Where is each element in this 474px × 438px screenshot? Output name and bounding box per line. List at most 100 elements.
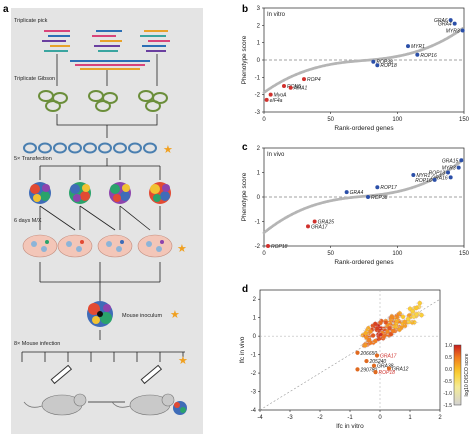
gene-label: GRA38 [377,364,394,370]
y-tick-label: 1 [257,41,261,47]
gene-point [414,312,419,317]
gene-label: MYR1 [411,44,425,50]
highlight-point [312,219,317,224]
highlight-point [406,44,410,49]
x-tick-label: 0 [262,117,266,123]
y-tick-label: -2 [251,371,257,377]
gene-label: eIF4a [270,98,283,104]
gene-label: MYR1 [416,173,430,179]
y-tick-label: -2 [255,244,261,250]
gene-label: ROP18 [379,370,396,376]
labelled-point [371,363,377,368]
colorbar-tick-label: 1.0 [445,343,452,349]
mouse-inoculum-cluster [87,301,113,327]
gene-label: ROP13 [429,171,446,177]
gene-label: ROP16 [415,178,432,184]
gene-point [368,329,373,334]
gene-label: GRA25 [318,220,335,226]
gene-label: AMA1 [293,86,308,92]
gene-label: GRA17 [380,354,397,360]
highlight-point [264,97,269,102]
host-cell-monolayers [22,234,173,258]
fragment-set-right [140,30,170,52]
highlight-point [266,244,270,248]
y-tick-label: -3 [255,110,261,116]
y-tick-label: -2 [255,93,261,99]
labelled-point [386,366,392,371]
panel-label-b: b [242,4,248,15]
recovered-parasite-cluster [173,401,187,415]
y-tick-label: 0 [253,334,257,340]
y-tick-label: -4 [251,408,257,414]
panel-label-a: a [3,4,9,15]
labelled-point [355,350,360,355]
x-tick-label: 150 [459,251,470,257]
highlight-point [344,190,349,195]
highlight-point [452,21,457,26]
gene-point [389,314,395,320]
y-tick-label: 3 [257,6,261,12]
gene-label: MyoA [274,93,287,99]
gene-point [405,316,411,322]
inset-title: In vivo [267,152,285,158]
gene-point [373,338,378,344]
gene-point [366,337,372,343]
highlight-point [375,63,380,68]
gene-point [387,326,392,331]
gene-point [375,326,380,331]
labelled-point [364,358,369,364]
x-axis-label: Rank-ordered genes [334,125,394,132]
gene-label: GRA17 [311,224,328,230]
gene-point [364,335,369,340]
y-tick-label: 2 [253,297,257,303]
gene-point [402,319,407,325]
star-icon-infection: ★ [178,355,188,367]
y-tick-label: 0 [257,58,261,64]
gene-label: GRA12 [392,366,409,372]
highlight-point [411,172,416,177]
gene-label: GRA6 [434,18,448,24]
x-tick-label: 150 [459,117,470,123]
panel-label-d: d [242,284,248,295]
y-tick-label: -1 [255,75,261,81]
x-tick-label: 2 [438,415,442,421]
gene-point [410,308,415,314]
y-axis-label: Phenotype score [241,172,248,221]
y-tick-label: 1 [257,171,261,177]
highlight-point [306,224,310,229]
gene-point [388,331,394,337]
colorbar [453,344,462,406]
highlight-point [371,59,376,64]
x-tick-label: 100 [392,251,403,257]
gene-label: ROP4 [307,77,321,83]
plasmid-row-1 [38,90,168,112]
colorbar-tick-label: 0.5 [445,355,452,361]
gene-point [373,321,378,327]
x-tick-label: 100 [392,117,403,123]
colorbar-tick-label: -1.5 [443,403,452,409]
gene-label: ROP18 [271,244,288,250]
colorbar-tick-label: -1.0 [443,391,452,397]
highlight-point [268,92,273,97]
gene-point [363,330,368,336]
syringe-icons [50,364,163,385]
y-tick-label: 2 [257,23,261,29]
x-tick-label: -4 [257,415,263,421]
step-transfection: 5× Transfection [14,156,52,162]
gene-label: ROP38 [371,195,388,201]
gene-point [390,328,396,334]
y-axis-label: Phenotype score [241,35,248,84]
gene-point [383,320,389,325]
colorbar-label: log10 DISCO score [464,353,470,396]
labelled-point [373,370,378,375]
gene-label: 205240 [369,359,387,365]
highlight-point [415,52,420,57]
gene-label: GRA4 [350,190,364,196]
gene-point [400,314,406,320]
star-icon-pool: ★ [163,144,173,156]
labelled-point [355,367,360,372]
y-tick-label: 0 [257,195,261,201]
